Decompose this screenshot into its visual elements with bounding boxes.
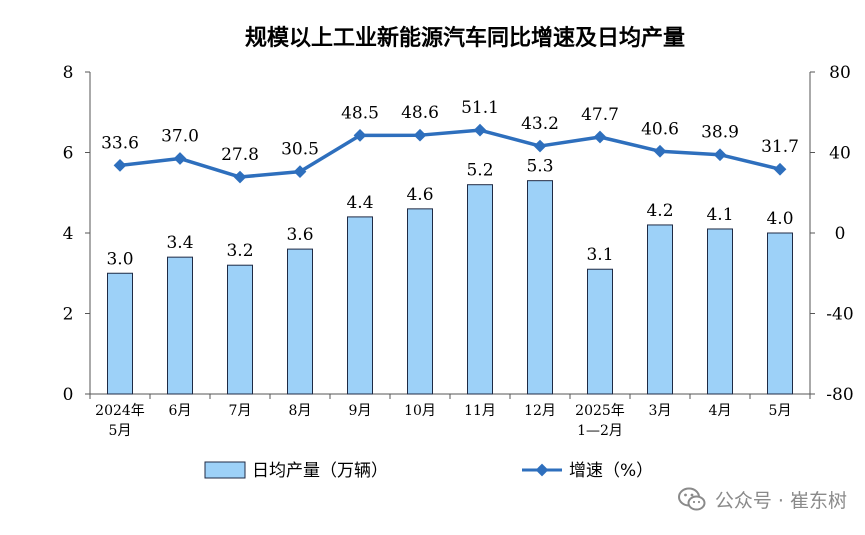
legend-line-label: 增速（%） [569,461,653,481]
line-point [353,129,367,142]
category-label: 1—2月 [577,423,623,439]
line-value-label: 48.6 [401,103,439,123]
watermark: 公众号 · 崔东树 [677,484,847,514]
bar [347,216,373,395]
bar [527,180,553,395]
category-label: 12月 [524,403,556,419]
bar-value-label: 3.1 [586,245,613,265]
category-label: 7月 [229,403,252,419]
bar [407,208,433,395]
category-label: 8月 [289,403,312,419]
line-value-label: 40.6 [641,119,679,139]
line-value-label: 47.7 [581,105,619,125]
bar-value-label: 4.2 [646,201,673,221]
category-label: 6月 [169,403,192,419]
line-point [653,144,667,158]
bar [587,268,613,395]
line-value-label: 38.9 [701,123,739,143]
bar-value-label: 3.4 [166,233,193,253]
bar-value-label: 4.6 [406,185,433,205]
growth-line [119,128,781,179]
bar [767,232,793,395]
watermark-text: 公众号 · 崔东树 [714,489,847,512]
wechat-icon [677,487,706,511]
bar [287,248,313,395]
right-tick-label: 40 [829,144,851,164]
left-tick-label: 8 [63,63,74,83]
bar-value-label: 4.0 [766,209,793,229]
line-point [473,123,487,137]
line-value-label: 31.7 [761,137,799,157]
bar-value-label: 3.0 [106,249,133,269]
bar [107,272,133,395]
right-tick-label: 0 [835,224,846,244]
legend-bar-label: 日均产量（万辆） [252,461,388,481]
line-point [713,148,727,162]
bar [167,256,193,395]
category-label: 10月 [404,403,436,419]
bar-value-label: 4.4 [346,193,373,213]
line-value-label: 30.5 [281,140,319,160]
bar-value-label: 5.2 [466,161,493,181]
line-point [293,165,307,178]
line-point [113,159,127,172]
line-value-label: 37.0 [161,127,199,147]
line-point [173,152,187,165]
left-tick-label: 4 [63,224,74,244]
line-point [593,130,607,144]
category-label: 5月 [769,403,792,419]
bar [467,184,493,395]
line-value-label: 27.8 [221,145,259,165]
bar [647,224,673,395]
legend-line-marker [535,463,549,477]
category-label: 4月 [709,403,732,419]
category-label: 9月 [349,403,372,419]
line-value-label: 48.5 [341,103,379,123]
bar [707,228,733,395]
bar-value-label: 4.1 [706,205,733,225]
line-point [533,139,547,153]
category-label: 5月 [109,423,132,439]
chart-title: 规模以上工业新能源汽车同比增速及日均产量 [245,25,685,51]
legend-bar-swatch [204,461,246,479]
line-value-label: 43.2 [521,114,559,134]
bar-value-label: 3.6 [286,225,313,245]
line-point [773,162,787,176]
right-tick-label: 80 [829,63,851,83]
category-label: 3月 [649,403,672,419]
line-value-label: 33.6 [101,133,139,153]
bar-value-label: 5.3 [526,157,553,177]
category-label: 2024年 [95,403,145,419]
right-tick-label: -80 [826,385,853,405]
left-tick-label: 2 [63,305,74,325]
left-tick-label: 0 [63,385,74,405]
category-label: 2025年 [575,403,625,419]
line-value-label: 51.1 [461,98,499,118]
category-label: 11月 [464,403,496,419]
left-tick-label: 6 [63,144,74,164]
line-point [413,128,427,142]
line-point [233,170,247,184]
right-tick-label: -40 [826,305,853,325]
bar [227,264,253,395]
bar-value-label: 3.2 [226,241,253,261]
